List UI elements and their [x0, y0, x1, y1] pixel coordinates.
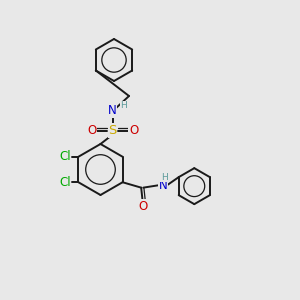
Text: H: H	[121, 101, 127, 110]
Text: O: O	[138, 200, 147, 213]
Text: S: S	[108, 124, 117, 137]
Text: Cl: Cl	[59, 176, 71, 189]
Text: O: O	[129, 124, 138, 137]
Text: O: O	[87, 124, 96, 137]
Text: N: N	[108, 104, 117, 118]
Text: Cl: Cl	[59, 150, 71, 163]
Text: N: N	[158, 179, 167, 192]
Text: H: H	[161, 173, 168, 182]
